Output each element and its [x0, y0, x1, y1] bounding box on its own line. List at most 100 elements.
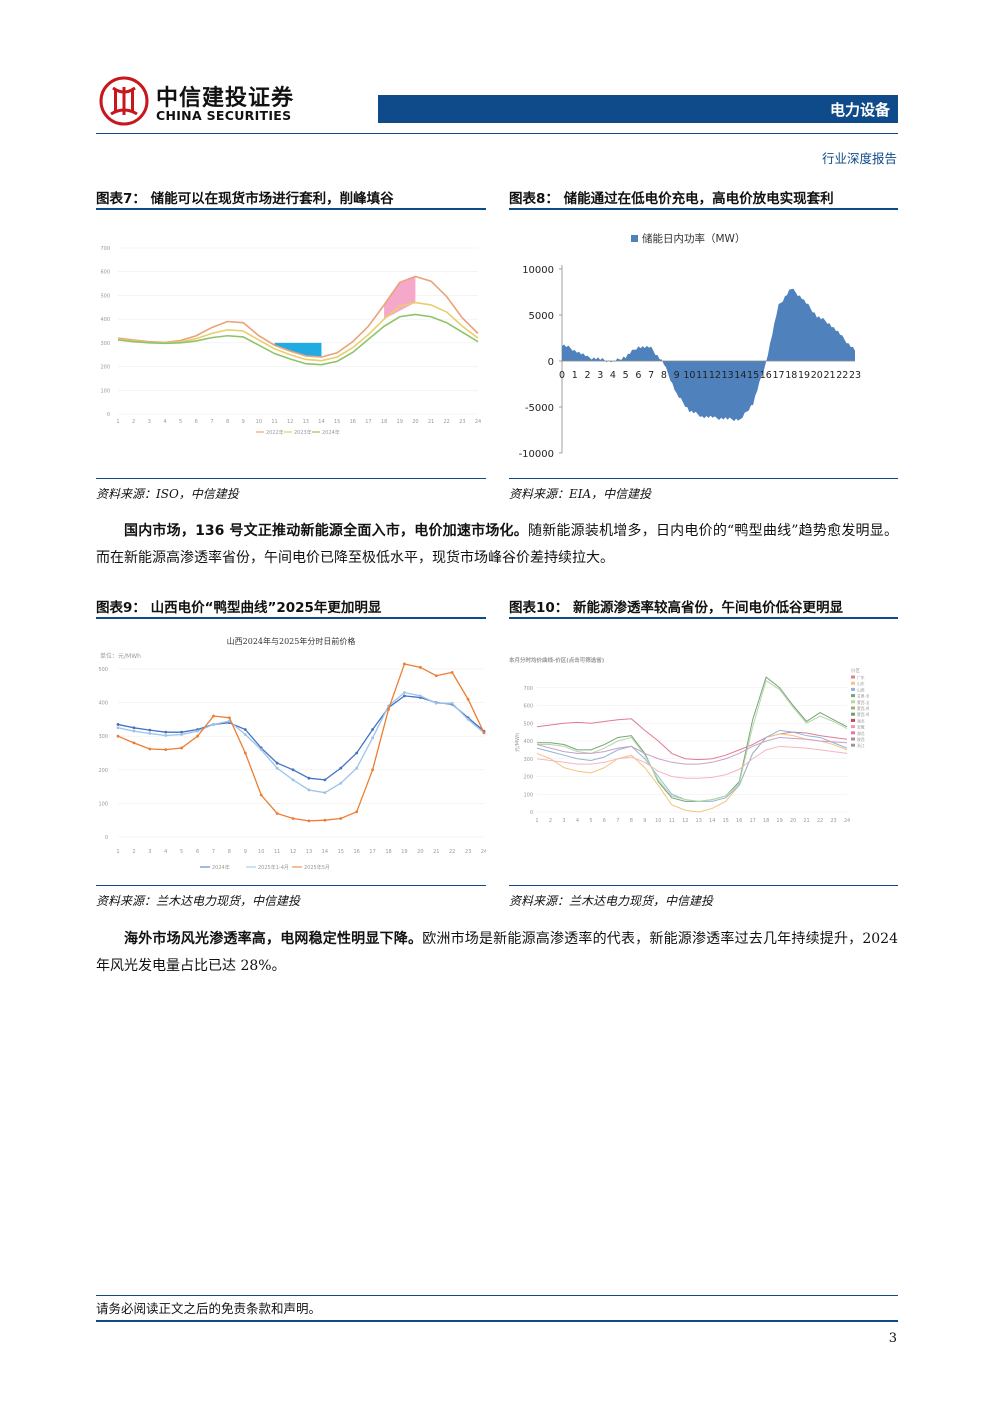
fig9-point	[275, 812, 279, 815]
fig9-y-tick: 300	[98, 734, 108, 740]
fig8-legend-label: 储能日内功率（MW）	[642, 232, 745, 245]
fig8-bottom-rule	[509, 478, 898, 479]
fig9-legend-label: 2025年1-4月	[258, 864, 289, 871]
fig8-source: 资料来源：EIA，中信建投	[509, 487, 652, 501]
fig9-point	[196, 734, 199, 738]
fig10-legend-swatch	[851, 700, 855, 704]
fig9-point	[180, 746, 184, 750]
fig10-legend-label: 蒙西-全网	[857, 700, 869, 705]
fig7-x-tick: 23	[459, 419, 465, 425]
fig9-x-tick: 2	[132, 849, 135, 855]
fig9-point	[180, 730, 184, 734]
fig7-y-tick: 500	[100, 293, 110, 299]
fig7-x-tick: 17	[365, 419, 371, 425]
fig8-x-tick: 12	[709, 370, 721, 381]
fig7-x-tick: 19	[397, 419, 403, 425]
fig9-x-tick: 19	[401, 849, 407, 855]
header-divider	[96, 133, 898, 134]
fig10-x-tick: 14	[709, 818, 715, 824]
fig7-y-tick: 600	[100, 270, 110, 276]
fig9-series-line-1	[117, 691, 485, 794]
brand-name-cn: 中信建投证券	[156, 86, 295, 111]
fig8-x-tick: 19	[798, 370, 810, 381]
fig9-point	[291, 778, 295, 782]
fig10-legend-swatch	[851, 675, 855, 679]
paragraph-2: 海外市场风光渗透率高，电网稳定性明显下降。欧洲市场是新能源高渗透率的代表，新能源…	[96, 926, 898, 980]
fig10-x-tick: 4	[576, 818, 579, 824]
fig10-x-tick: 6	[603, 818, 606, 824]
fig9-point	[259, 748, 263, 752]
fig7-x-tick: 5	[179, 419, 182, 425]
fig9-point	[450, 701, 454, 705]
fig10-x-tick: 10	[655, 818, 661, 824]
fig8-x-tick: 3	[597, 370, 603, 381]
fig9-point	[307, 819, 311, 823]
fig10-legend-label: 陕西	[857, 737, 865, 742]
fig7-x-tick: 22	[444, 419, 450, 425]
fig9-point	[275, 766, 279, 770]
fig10-x-tick: 20	[790, 818, 796, 824]
fig9-x-tick: 4	[164, 849, 167, 855]
fig10-legend-label: 湖北	[857, 731, 865, 736]
fig9-point	[243, 728, 247, 731]
fig7-series-line-1	[117, 301, 479, 362]
fig9-legend-label: 2025年5月	[304, 864, 330, 871]
fig10-legend-swatch	[851, 706, 855, 710]
fig9-point	[212, 723, 215, 726]
fig9-y-tick: 200	[98, 768, 108, 774]
fig9-x-tick: 22	[449, 849, 455, 855]
fig9-point	[164, 730, 168, 734]
fig9-x-tick: 7	[212, 849, 215, 855]
fig9-point	[307, 788, 311, 792]
fig10-y-tick: 500	[523, 721, 533, 727]
fig8-title: 图表8： 储能通过在低电价充电，高电价放电实现套利	[509, 191, 834, 207]
fig9-point	[482, 731, 486, 735]
fig7-bottom-rule	[96, 478, 486, 479]
fig7-x-tick: 14	[318, 419, 324, 425]
fig9-point	[148, 747, 152, 751]
fig8-top-rule	[509, 208, 898, 210]
fig7-x-tick: 7	[210, 419, 213, 425]
fig10-series-line-6	[536, 745, 848, 779]
fig9-point	[323, 778, 327, 782]
fig7-x-tick: 18	[381, 419, 387, 425]
fig10-legend-label: 甘肃-全网	[857, 694, 869, 699]
fig9-chart-title: 山西2024年与2025年分时日前价格	[227, 636, 356, 646]
fig9-point	[116, 723, 120, 726]
fig10-x-tick: 21	[803, 818, 809, 824]
fig10-legend-swatch	[851, 681, 855, 685]
fig10-x-tick: 5	[589, 818, 592, 824]
fig9-x-tick: 23	[465, 849, 471, 855]
fig10-x-tick: 3	[562, 818, 565, 824]
fig9-point	[196, 729, 199, 733]
fig10-series-line-1	[536, 733, 848, 813]
fig7-source: 资料来源：ISO，中信建投	[96, 487, 239, 501]
report-type: 行业深度报告	[821, 151, 897, 166]
fig10-x-tick: 9	[643, 818, 646, 824]
fig9-source: 资料来源：兰木达电力现货，中信建投	[96, 894, 301, 908]
fig7-x-tick: 3	[148, 419, 151, 425]
fig9-title: 图表9： 山西电价“鸭型曲线”2025年更加明显	[96, 600, 382, 616]
fig10-series-line-5	[536, 736, 848, 765]
fig9-x-tick: 17	[369, 849, 375, 855]
fig7-series-line-2	[117, 313, 479, 366]
paragraph-1-lead: 国内市场，136 号文正推动新能源全面入市，电价加速市场化。	[124, 523, 528, 539]
fig9-point	[291, 768, 295, 772]
fig10-y-tick: 0	[530, 810, 533, 816]
fig9-point	[243, 751, 247, 755]
fig10-x-tick: 15	[723, 818, 729, 824]
fig7-y-tick: 200	[100, 365, 110, 371]
fig10-y-label: 元/MWh	[515, 733, 521, 752]
fig10-x-tick: 17	[749, 818, 755, 824]
fig9-point	[212, 714, 215, 718]
fig9-point	[355, 751, 359, 755]
fig7-y-tick: 300	[100, 341, 110, 347]
fig10-legend-title: 价区	[851, 668, 860, 674]
fig8-x-tick: 0	[559, 370, 565, 381]
fig10-x-tick: 8	[630, 818, 633, 824]
fig9-point	[307, 776, 311, 780]
fig9-point	[466, 697, 470, 701]
fig7-legend-label: 2023年	[294, 429, 312, 436]
fig9-point	[116, 726, 120, 730]
